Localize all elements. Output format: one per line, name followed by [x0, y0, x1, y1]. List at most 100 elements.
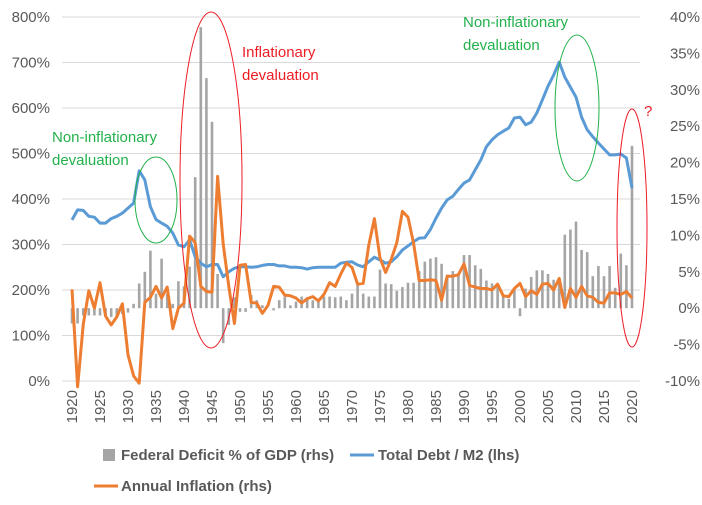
deficit-bar	[429, 258, 432, 309]
deficit-bar	[557, 278, 561, 309]
left-tick-label: 0%	[28, 373, 50, 390]
deficit-bar	[272, 308, 275, 311]
left-tick-label: 700%	[12, 55, 50, 72]
left-tick-label: 400%	[12, 191, 50, 208]
deficit-bar	[81, 308, 85, 316]
deficit-bar	[401, 287, 404, 309]
deficit-bar	[457, 273, 460, 309]
highlight-ellipse	[616, 108, 648, 348]
x-tick-label: 2010	[568, 390, 585, 423]
x-tick-label: 2000	[512, 390, 529, 423]
x-tick-label: 2015	[596, 390, 613, 423]
x-tick-label: 1975	[372, 390, 389, 423]
deficit-bar	[373, 296, 376, 309]
legend: Federal Deficit % of GDP (rhs) Total Deb…	[94, 447, 519, 495]
deficit-bar	[451, 271, 455, 309]
deficit-bar	[137, 283, 141, 309]
deficit-bar	[563, 234, 567, 309]
x-tick-label: 1955	[260, 390, 277, 423]
deficit-bar	[580, 249, 583, 309]
deficit-bar	[490, 283, 494, 309]
deficit-bar	[541, 270, 544, 309]
legend-label-deficit: Federal Deficit % of GDP (rhs)	[121, 447, 334, 464]
deficit-bar	[361, 293, 365, 309]
deficit-bar	[462, 255, 466, 309]
x-tick-label: 1950	[232, 390, 249, 423]
right-tick-label: 25%	[670, 118, 700, 135]
deficit-bar	[244, 308, 247, 312]
highlight-ellipse	[554, 34, 600, 182]
x-tick-label: 1980	[400, 390, 417, 423]
deficit-bar	[417, 271, 421, 309]
deficit-bar	[98, 308, 102, 316]
deficit-bar	[350, 293, 354, 309]
x-tick-label: 1930	[120, 390, 137, 423]
deficit-bar	[496, 287, 499, 309]
deficit-bar	[440, 263, 443, 309]
right-tick-label: 10%	[670, 227, 700, 244]
right-tick-label: 5%	[678, 264, 700, 281]
legend-label-inflation: Annual Inflation (rhs)	[121, 478, 272, 495]
deficit-bar	[126, 308, 130, 313]
deficit-bar	[535, 270, 539, 309]
deficit-bar	[389, 284, 393, 309]
deficit-bar	[132, 303, 135, 309]
right-tick-label: 15%	[670, 191, 700, 208]
x-tick-label: 1990	[456, 390, 473, 423]
deficit-bar	[367, 296, 371, 309]
deficit-bar	[216, 273, 219, 309]
right-tick-label: -5%	[673, 337, 700, 354]
deficit-bar	[485, 280, 488, 309]
deficit-bar	[339, 296, 343, 309]
deficit-bar	[143, 271, 147, 309]
annotation-text: devaluation	[52, 152, 129, 169]
deficit-bar	[378, 269, 382, 309]
series-lines	[70, 60, 634, 389]
right-tick-label: 35%	[670, 45, 700, 62]
deficit-bar	[210, 121, 214, 309]
deficit-bar	[311, 300, 315, 309]
deficit-bar	[109, 308, 113, 317]
left-tick-label: 800%	[12, 9, 50, 26]
right-tick-label: -10%	[665, 373, 700, 390]
annotation-text: ?	[644, 103, 652, 120]
deficit-bar	[613, 287, 617, 309]
deficit-bar	[406, 282, 410, 309]
deficit-bar	[87, 308, 91, 316]
x-tick-label: 1925	[92, 390, 109, 423]
left-tick-label: 500%	[12, 146, 50, 163]
deficit-bar	[569, 229, 572, 309]
annotations: Non-inflationary devaluation Inflationary d…	[52, 11, 652, 349]
deficit-bar	[356, 284, 359, 309]
deficit-bar	[501, 296, 505, 309]
deficit-bar	[395, 290, 399, 309]
deficit-bar	[625, 265, 628, 309]
annotation-text: Non-inflationary	[463, 14, 569, 31]
deficit-bar	[70, 308, 74, 324]
right-tick-label: 40%	[670, 9, 700, 26]
legend-label-debt: Total Debt / M2 (lhs)	[378, 447, 519, 464]
axis-ticks: 0% 100% 200% 300% 400% 500% 600% 700% 800% -10% -5…	[12, 9, 700, 423]
deficit-bar	[507, 298, 511, 309]
right-tick-label: 20%	[670, 155, 700, 172]
deficit-bar	[238, 308, 242, 312]
x-tick-label: 1940	[176, 390, 193, 423]
left-tick-label: 100%	[12, 328, 50, 345]
deficit-bar	[199, 27, 203, 309]
annotation-text: devaluation	[242, 67, 319, 84]
deficit-bar	[552, 279, 555, 309]
deficit-bar	[546, 273, 550, 309]
deficit-bar	[591, 276, 595, 309]
deficit-bar	[188, 266, 191, 309]
deficit-bar	[171, 303, 175, 309]
deficit-bar	[524, 288, 527, 309]
annotation-text: Inflationary	[242, 44, 316, 61]
left-tick-label: 600%	[12, 100, 50, 117]
x-tick-label: 1965	[316, 390, 333, 423]
debt-line	[70, 60, 634, 279]
annotation-text: devaluation	[463, 37, 540, 54]
x-tick-label: 1935	[148, 390, 165, 423]
deficit-bar	[597, 265, 600, 309]
deficit-bar	[149, 250, 152, 309]
deficit-bar	[261, 305, 264, 309]
